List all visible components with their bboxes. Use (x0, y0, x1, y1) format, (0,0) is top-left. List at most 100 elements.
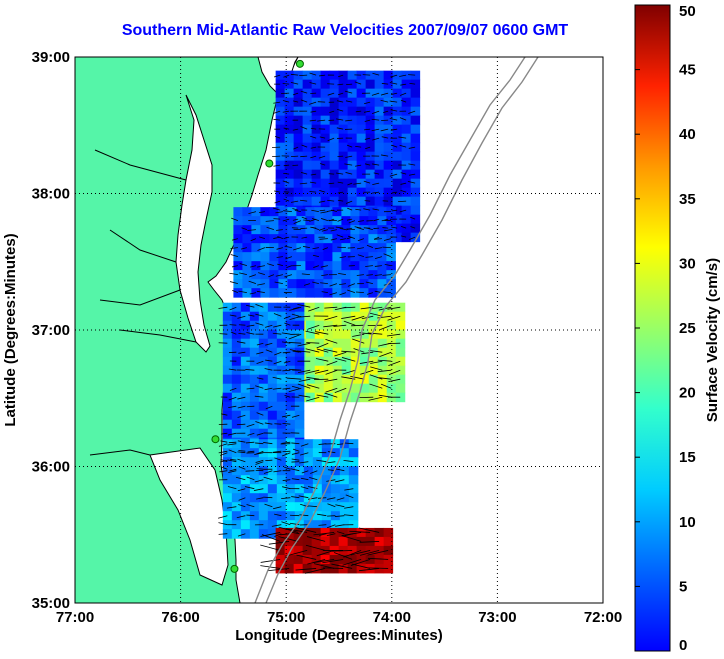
velocity-cell (267, 374, 278, 385)
velocity-vector (272, 387, 282, 390)
velocity-cell (410, 223, 421, 234)
velocity-vector (344, 442, 354, 445)
velocity-cell (269, 207, 279, 217)
velocity-vector (218, 443, 228, 447)
velocity-vector (339, 256, 346, 259)
velocity-vector (287, 550, 308, 556)
velocity-vector (221, 466, 228, 470)
velocity-vector (400, 182, 407, 185)
velocity-vector (299, 514, 309, 517)
velocity-cell (368, 311, 379, 322)
velocity-vector (329, 110, 335, 114)
velocity-cell (386, 279, 396, 289)
velocity-vector (237, 488, 246, 492)
velocity-vector (264, 368, 273, 371)
velocity-cell (222, 493, 233, 503)
velocity-vector (337, 191, 344, 194)
velocity-cell (311, 545, 322, 556)
velocity-cell (341, 279, 351, 289)
velocity-cell (395, 302, 406, 313)
colorbar-tick-label: 10 (679, 514, 696, 531)
velocity-vector (276, 229, 283, 231)
velocity-cell (302, 554, 313, 565)
velocity-cell (242, 279, 252, 289)
velocity-cell (222, 320, 233, 331)
velocity-vector (297, 342, 311, 347)
velocity-cell (278, 207, 288, 217)
velocity-cell (392, 232, 403, 243)
velocity-cell (312, 457, 323, 467)
colorbar-tick-label: 50 (679, 3, 696, 20)
velocity-vector (367, 332, 383, 335)
velocity-cell (410, 79, 421, 90)
velocity-vector (229, 314, 237, 317)
velocity-cell (284, 97, 295, 108)
velocity-cell (231, 457, 242, 467)
colorbar-tick-label: 0 (679, 637, 687, 654)
velocity-vector (370, 366, 383, 371)
velocity-cell (332, 356, 343, 367)
velocity-vector (372, 72, 380, 76)
velocity-cell (320, 169, 331, 180)
velocity-vector (275, 274, 283, 277)
velocity-vector (371, 110, 380, 115)
velocity-vector (218, 533, 228, 535)
chesapeake-bay (175, 94, 213, 353)
velocity-vector (399, 117, 407, 121)
velocity-vector (264, 503, 273, 508)
velocity-vector (259, 236, 266, 240)
velocity-vector (374, 256, 383, 259)
velocity-vector (297, 303, 311, 308)
velocity-vector (220, 432, 228, 435)
velocity-vector (319, 136, 326, 139)
velocity-vector (336, 234, 344, 238)
velocity-cell (359, 356, 370, 367)
velocity-cell (401, 187, 412, 198)
velocity-cell (233, 279, 243, 289)
velocity-vector (350, 375, 365, 380)
velocity-vector (257, 265, 265, 268)
velocity-vector (337, 246, 346, 249)
velocity-cell (395, 392, 406, 403)
velocity-cell (347, 527, 358, 538)
velocity-cell (260, 216, 270, 226)
velocity-vector (341, 315, 356, 319)
velocity-vector (369, 383, 383, 389)
velocity-cell (249, 475, 260, 485)
velocity-vector (347, 289, 356, 294)
velocity-cell (323, 216, 333, 226)
velocity-cell (332, 311, 343, 322)
velocity-cell (377, 311, 388, 322)
velocity-cell (312, 466, 323, 476)
velocity-vector (318, 524, 327, 526)
velocity-cell (383, 88, 394, 99)
velocity-cell (258, 475, 269, 485)
velocity-cell (249, 401, 260, 412)
velocity-cell (240, 502, 251, 512)
velocity-cell (231, 511, 242, 521)
velocity-cell (347, 563, 358, 574)
velocity-vector (345, 494, 354, 499)
velocity-cell (249, 511, 260, 521)
velocity-vector (273, 118, 281, 121)
bathymetry-contour (265, 57, 539, 603)
velocity-cell (249, 410, 260, 421)
velocity-vector (265, 405, 273, 410)
velocity-cell (314, 302, 325, 313)
velocity-cell (240, 428, 251, 439)
velocity-vector (220, 440, 228, 443)
velocity-vector (312, 281, 319, 285)
velocity-cell (359, 225, 369, 235)
velocity-cell (293, 124, 304, 135)
velocity-cell (338, 187, 349, 198)
velocity-cell (276, 475, 287, 485)
velocity-vector (257, 247, 266, 251)
velocity-cell (410, 187, 421, 198)
velocity-cell (231, 365, 242, 376)
x-tick-labels: 77:00 76:00 75:00 74:00 73:00 72:00 (56, 609, 622, 626)
velocity-cell (323, 252, 333, 262)
velocity-cell (285, 428, 296, 439)
velocity-cell (341, 365, 352, 376)
velocity-vector (310, 155, 317, 159)
velocity-vector (368, 312, 383, 317)
